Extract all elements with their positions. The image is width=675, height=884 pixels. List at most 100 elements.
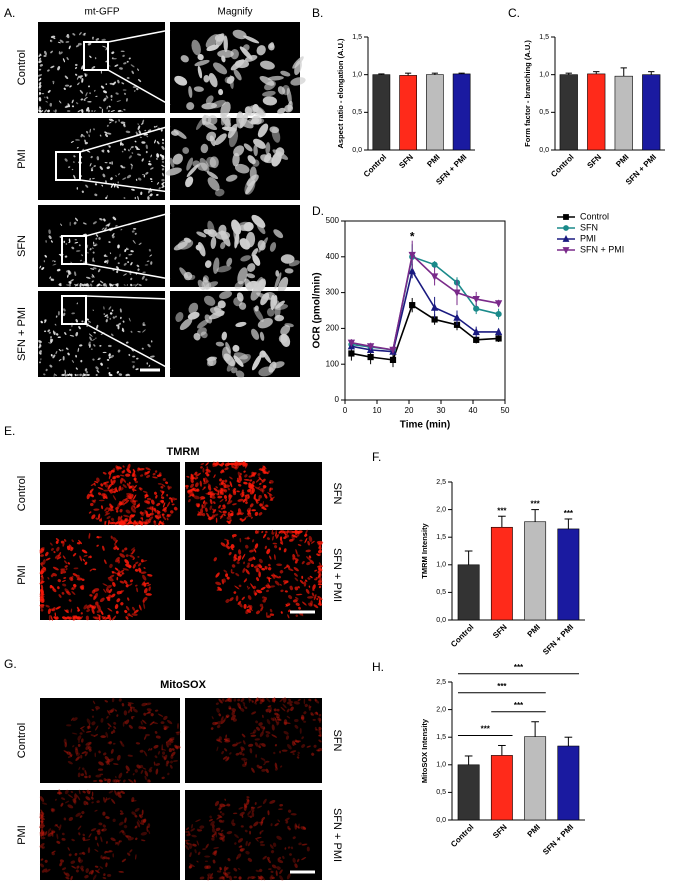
organelle	[213, 474, 216, 479]
organelle	[125, 373, 129, 377]
inset-connector	[85, 212, 171, 237]
micrograph-bg	[38, 118, 165, 200]
organelle	[293, 701, 300, 705]
x-tick-label: Control	[549, 153, 575, 179]
organelle	[82, 373, 85, 377]
bar	[457, 564, 480, 621]
organelle	[87, 374, 90, 376]
organelle	[39, 604, 45, 607]
organelle	[40, 608, 44, 612]
organelle	[51, 808, 56, 813]
organelle	[108, 471, 112, 475]
organelle	[237, 702, 242, 709]
organelle	[134, 814, 138, 818]
organelle	[112, 779, 116, 783]
organelle	[98, 761, 104, 766]
organelle	[271, 724, 275, 731]
organelle	[47, 832, 53, 837]
organelle	[116, 714, 119, 717]
organelle	[247, 263, 256, 272]
organelle	[117, 840, 121, 846]
organelle	[116, 754, 121, 761]
organelle	[212, 850, 218, 855]
organelle	[52, 566, 59, 571]
organelle	[191, 488, 197, 492]
organelle	[88, 869, 94, 875]
significance-label: ***	[514, 663, 524, 672]
organelle	[140, 191, 143, 196]
organelle	[216, 870, 222, 873]
organelle	[132, 240, 136, 244]
organelle	[314, 569, 318, 572]
organelle	[208, 483, 212, 487]
organelle	[143, 567, 146, 569]
organelle	[262, 533, 267, 539]
organelle	[140, 839, 146, 842]
organelle	[104, 520, 107, 526]
organelle	[173, 506, 178, 511]
organelle	[115, 315, 117, 318]
organelle	[165, 167, 182, 176]
organelle	[247, 512, 252, 518]
organelle	[121, 702, 125, 707]
organelle	[241, 553, 246, 560]
organelle	[154, 730, 158, 734]
organelle	[40, 588, 44, 593]
organelle	[284, 847, 287, 850]
organelle	[224, 748, 228, 752]
organelle	[131, 501, 137, 505]
organelle	[179, 318, 193, 331]
organelle	[193, 495, 200, 500]
organelle	[132, 284, 137, 286]
organelle	[115, 510, 119, 513]
data-point	[389, 356, 397, 364]
organelle	[108, 373, 113, 377]
organelle	[311, 592, 315, 597]
organelle	[75, 869, 79, 873]
organelle	[161, 138, 165, 142]
organelle	[220, 832, 224, 837]
organelle	[107, 758, 114, 763]
organelle	[251, 471, 256, 475]
organelle	[251, 487, 255, 494]
organelle	[239, 848, 245, 852]
organelle	[202, 848, 207, 850]
y-tick-label: 1,0	[352, 72, 362, 79]
organelle	[185, 827, 190, 831]
organelle	[280, 765, 283, 768]
organelle	[261, 768, 266, 772]
organelle	[280, 325, 291, 336]
organelle	[88, 833, 92, 838]
organelle	[271, 127, 281, 143]
organelle	[64, 789, 69, 795]
organelle	[142, 767, 147, 770]
organelle	[134, 807, 140, 812]
organelle	[217, 495, 223, 499]
organelle	[118, 519, 123, 525]
organelle	[131, 188, 135, 191]
organelle	[260, 60, 275, 70]
organelle	[100, 483, 104, 487]
organelle	[221, 819, 225, 823]
organelle	[113, 726, 117, 730]
organelle	[261, 567, 266, 571]
organelle	[210, 727, 214, 730]
image-label: SFN + PMI	[331, 548, 343, 602]
organelle	[64, 332, 67, 335]
organelle	[220, 469, 224, 474]
organelle	[274, 545, 278, 549]
organelle	[73, 583, 77, 588]
organelle	[161, 178, 165, 182]
organelle	[249, 486, 253, 489]
organelle	[226, 359, 236, 372]
organelle	[127, 597, 130, 601]
organelle	[54, 612, 57, 617]
organelle	[79, 32, 82, 36]
organelle	[127, 754, 133, 757]
micrograph	[165, 111, 300, 200]
organelle	[127, 852, 131, 856]
organelle	[98, 822, 103, 826]
organelle	[135, 837, 138, 841]
organelle	[244, 462, 248, 466]
organelle	[92, 309, 94, 312]
